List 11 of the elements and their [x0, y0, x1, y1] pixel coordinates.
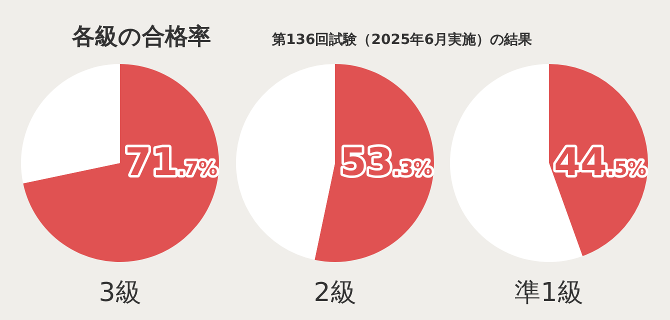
text: 3級	[98, 278, 142, 308]
text: 2級	[314, 278, 356, 308]
pie-slice	[23, 64, 219, 262]
text: 準1級	[514, 278, 584, 308]
data-label: 44.5%	[554, 140, 646, 184]
chart-title: 各級の合格率	[71, 23, 211, 50]
chart-subtitle: 第136回試験（2025年6月実施）の結果	[271, 31, 533, 48]
data-label: 53.3%	[340, 140, 432, 184]
pie-slice	[236, 64, 335, 260]
pie-slice	[21, 64, 120, 184]
data-label: 71.7%	[125, 140, 218, 184]
